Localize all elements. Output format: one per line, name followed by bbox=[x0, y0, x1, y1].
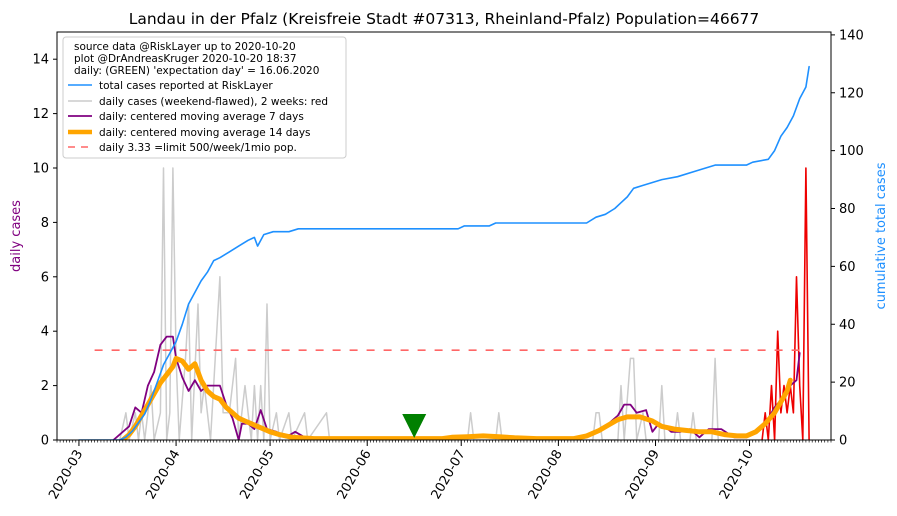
right-axis: 0 20 40 60 80 100 120 140 bbox=[831, 28, 864, 449]
left-tick-label-12: 12 bbox=[32, 107, 49, 122]
left-tick-label-14: 14 bbox=[32, 53, 49, 68]
right-tick-label-60: 60 bbox=[839, 260, 856, 275]
plot-area bbox=[56, 31, 832, 441]
legend-label-daily: daily cases (weekend-flawed), 2 weeks: r… bbox=[99, 96, 328, 108]
left-axis-label: daily cases bbox=[9, 200, 24, 272]
left-tick-label-8: 8 bbox=[41, 216, 49, 231]
expectation-day-marker bbox=[402, 414, 427, 438]
plot-frame bbox=[56, 31, 832, 441]
series-line-4 bbox=[120, 355, 793, 440]
legend-header-3: daily: (GREEN) 'expectation day' = 16.06… bbox=[74, 65, 319, 77]
legend: source data @RiskLayer up to 2020-10-20 … bbox=[62, 36, 347, 159]
right-tick-label-120: 120 bbox=[839, 86, 864, 101]
legend-label-limit: daily 3.33 =limit 500/week/1mio pop. bbox=[99, 142, 297, 154]
left-tick-label-2: 2 bbox=[41, 379, 49, 394]
marker-layer bbox=[402, 414, 427, 438]
left-tick-label-4: 4 bbox=[41, 325, 49, 340]
right-axis-label: cumulative total cases bbox=[874, 162, 889, 309]
right-tick-label-80: 80 bbox=[839, 202, 856, 217]
legend-label-ma14: daily: centered moving average 14 days bbox=[99, 127, 311, 139]
left-axis: 0 2 4 6 8 10 12 14 bbox=[32, 53, 57, 449]
left-tick-label-10: 10 bbox=[32, 162, 49, 177]
legend-header-1: source data @RiskLayer up to 2020-10-20 bbox=[74, 41, 296, 53]
left-tick-label-6: 6 bbox=[41, 270, 49, 285]
right-tick-label-100: 100 bbox=[839, 144, 864, 159]
legend-header-2: plot @DrAndreasKruger 2020-10-20 18:37 bbox=[74, 53, 297, 65]
legend-label-total: total cases reported at RiskLayer bbox=[99, 80, 273, 92]
right-tick-label-0: 0 bbox=[839, 434, 847, 449]
chart-title: Landau in der Pfalz (Kreisfreie Stadt #0… bbox=[129, 10, 760, 28]
series-layer bbox=[78, 65, 810, 440]
left-tick-label-0: 0 bbox=[41, 434, 49, 449]
right-tick-label-140: 140 bbox=[839, 28, 864, 43]
series-line-0 bbox=[78, 65, 810, 440]
legend-label-ma7: daily: centered moving average 7 days bbox=[99, 111, 304, 123]
series-line-2 bbox=[761, 167, 810, 440]
right-tick-label-20: 20 bbox=[839, 376, 856, 391]
legend-box bbox=[62, 36, 347, 159]
series-line-1 bbox=[118, 167, 763, 440]
right-tick-label-40: 40 bbox=[839, 318, 856, 333]
